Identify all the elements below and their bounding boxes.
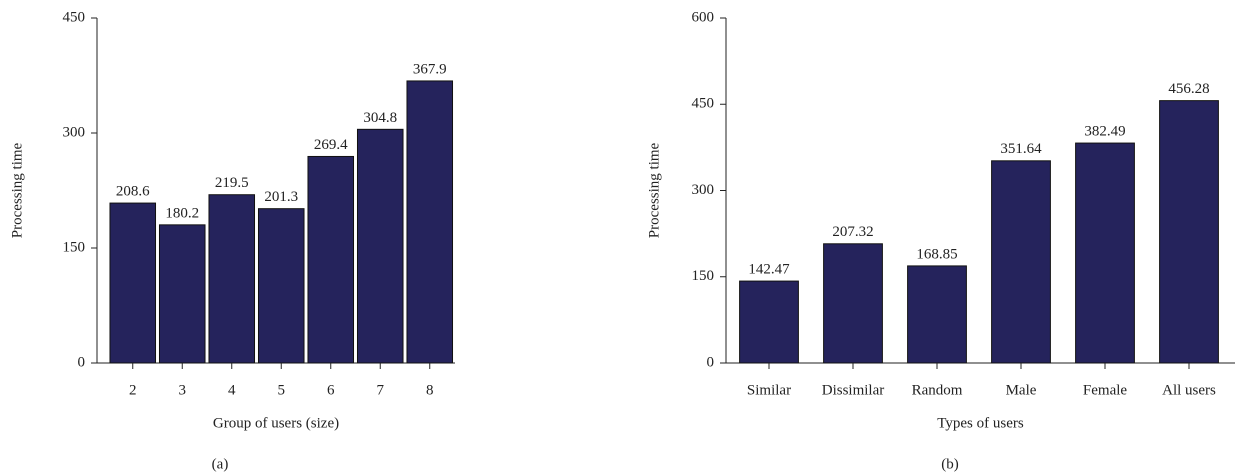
x-axis-title: Group of users (size) [213, 415, 339, 431]
bar [991, 160, 1051, 364]
x-tick-label: 6 [327, 382, 335, 398]
value-label: 219.5 [215, 175, 249, 191]
bar [158, 224, 206, 364]
x-tick-label: Dissimilar [822, 382, 885, 398]
value-label: 142.47 [748, 262, 790, 278]
value-label: 208.6 [116, 184, 150, 200]
bar [1159, 100, 1219, 364]
value-label: 207.32 [832, 224, 873, 240]
bar [356, 128, 404, 364]
y-tick-label: 150 [63, 239, 86, 255]
y-tick-label: 0 [78, 354, 86, 370]
y-tick-label: 600 [692, 9, 715, 25]
x-tick-label: 4 [228, 382, 236, 398]
x-tick-label: 5 [278, 382, 286, 398]
bar [109, 202, 157, 364]
caption: (a) [212, 456, 229, 472]
value-label: 168.85 [916, 246, 957, 262]
x-tick-label: 8 [426, 382, 434, 398]
y-tick-label: 450 [63, 9, 86, 25]
y-axis-title: Processing time [9, 142, 25, 238]
value-label: 269.4 [314, 137, 348, 153]
bar [208, 194, 256, 364]
x-tick-label: Similar [747, 382, 791, 398]
x-tick-label: 2 [129, 382, 137, 398]
value-label: 456.28 [1168, 81, 1209, 97]
x-tick-label: Random [912, 382, 963, 398]
value-label: 304.8 [363, 110, 397, 126]
x-tick-label: Female [1083, 382, 1127, 398]
x-tick-label: All users [1162, 382, 1216, 398]
value-label: 382.49 [1084, 124, 1125, 140]
y-tick-label: 450 [692, 96, 715, 112]
value-label: 351.64 [1000, 141, 1042, 157]
value-label: 180.2 [165, 205, 199, 221]
value-label: 367.9 [413, 61, 447, 77]
y-axis-title: Processing time [646, 142, 662, 238]
x-axis-title: Types of users [937, 415, 1024, 431]
caption: (b) [941, 456, 959, 472]
y-tick-label: 300 [63, 124, 86, 140]
bar [307, 155, 355, 364]
bar [257, 208, 305, 364]
y-tick-label: 300 [692, 182, 715, 198]
y-tick-label: 150 [692, 268, 715, 284]
bar [406, 80, 454, 364]
bar [1075, 142, 1135, 364]
x-tick-label: 3 [179, 382, 187, 398]
bar [823, 243, 883, 364]
x-tick-label: Male [1006, 382, 1037, 398]
bar [739, 280, 799, 364]
x-tick-label: 7 [377, 382, 385, 398]
y-tick-label: 0 [707, 354, 715, 370]
bar [907, 265, 967, 364]
value-label: 201.3 [264, 189, 298, 205]
